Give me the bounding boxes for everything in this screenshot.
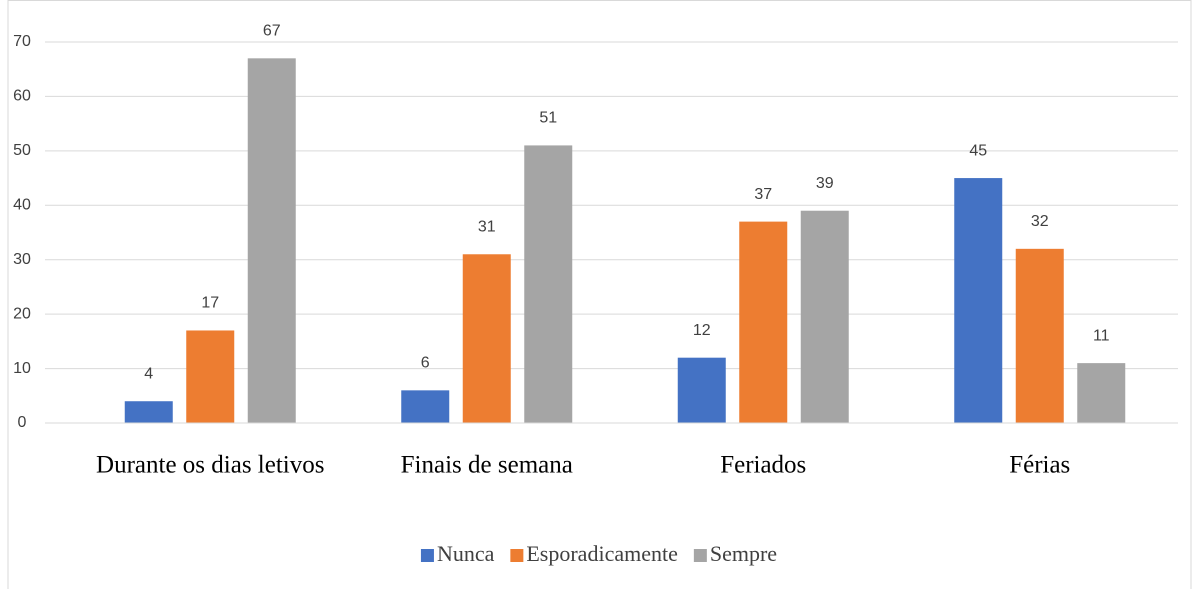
y-tick-label: 40	[13, 197, 31, 214]
legend-label: Esporadicamente	[526, 541, 678, 566]
data-label: 11	[1093, 327, 1110, 344]
y-tick-label: 20	[13, 305, 31, 322]
y-tick-label: 0	[18, 414, 27, 431]
data-label: 45	[969, 142, 987, 159]
bar	[401, 390, 450, 423]
legend-swatch	[510, 549, 524, 562]
bar	[800, 210, 849, 423]
bar	[524, 145, 573, 423]
data-label: 37	[754, 186, 772, 203]
data-label: 17	[201, 295, 219, 312]
legend-label: Nunca	[437, 541, 495, 566]
legend-swatch	[420, 549, 434, 562]
bar	[186, 330, 235, 423]
legend-swatch	[693, 549, 707, 562]
data-label: 6	[421, 355, 430, 372]
bar	[1077, 363, 1126, 423]
data-label: 51	[539, 110, 557, 127]
legend-label: Sempre	[710, 541, 777, 566]
bar	[739, 221, 788, 423]
data-label: 67	[263, 23, 281, 40]
x-tick-label: Férias	[1009, 452, 1070, 479]
data-label: 32	[1031, 213, 1049, 230]
data-label: 12	[693, 322, 711, 339]
bar	[462, 254, 511, 423]
y-tick-label: 70	[13, 33, 31, 50]
bar	[954, 178, 1003, 423]
bar	[1015, 248, 1064, 423]
chart-border	[7, 0, 1192, 589]
y-tick-label: 10	[13, 360, 31, 377]
x-tick-label: Durante os dias letivos	[96, 452, 324, 479]
y-tick-label: 60	[13, 88, 31, 105]
y-tick-label: 30	[13, 251, 31, 268]
bar	[247, 58, 296, 423]
data-label: 4	[144, 365, 153, 382]
data-label: 31	[478, 218, 496, 235]
x-tick-label: Feriados	[720, 452, 806, 479]
x-tick-label: Finais de semana	[401, 452, 573, 479]
bar	[124, 401, 173, 423]
data-label: 39	[816, 175, 834, 192]
bar	[677, 357, 726, 423]
y-tick-label: 50	[13, 142, 31, 159]
